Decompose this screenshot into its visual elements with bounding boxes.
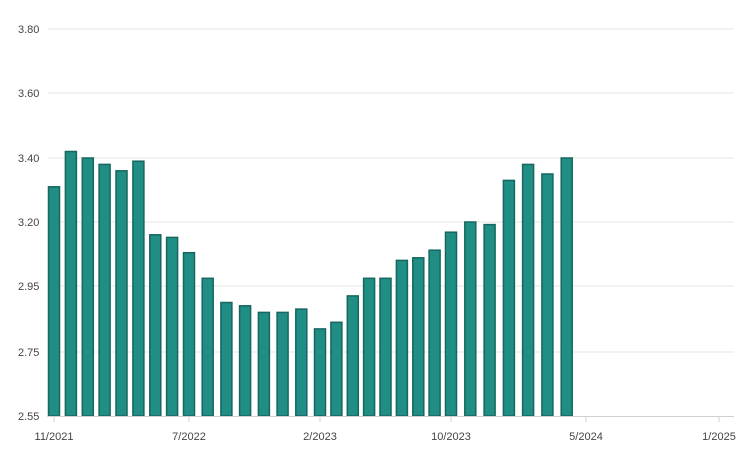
bar-11-2021[interactable] bbox=[47, 186, 61, 417]
bar-1-2022[interactable] bbox=[81, 157, 95, 417]
y-tick-label: 3.80 bbox=[18, 24, 39, 36]
bar-6-2023[interactable] bbox=[379, 277, 392, 417]
bar-8-2022[interactable] bbox=[201, 277, 214, 417]
x-tick-label: 10/2023 bbox=[431, 431, 471, 443]
bar-9-2022[interactable] bbox=[220, 301, 233, 417]
bar-1-2023[interactable] bbox=[295, 308, 308, 417]
grid-lines bbox=[48, 28, 734, 353]
bar-2-2024[interactable] bbox=[521, 163, 535, 417]
bar-11-2022[interactable] bbox=[257, 311, 271, 417]
y-tick-label: 2.55 bbox=[18, 411, 39, 423]
bars bbox=[47, 150, 573, 417]
x-tick-label: 2/2023 bbox=[303, 431, 337, 443]
bar-12-2023[interactable] bbox=[483, 223, 496, 417]
bar-1-2024[interactable] bbox=[502, 179, 516, 417]
y-tick-label: 3.20 bbox=[18, 217, 39, 229]
bar-3-2022[interactable] bbox=[115, 170, 128, 417]
bar-4-2023[interactable] bbox=[346, 295, 360, 417]
bar-10-2022[interactable] bbox=[238, 305, 252, 417]
bar-6-2022[interactable] bbox=[165, 236, 179, 417]
x-axis bbox=[48, 416, 734, 422]
bar-4-2022[interactable] bbox=[132, 160, 145, 417]
x-tick-label: 11/2021 bbox=[35, 431, 74, 443]
bar-2-2023[interactable] bbox=[313, 328, 327, 417]
bar-7-2023[interactable] bbox=[395, 259, 409, 417]
x-tick-label: 7/2022 bbox=[172, 431, 206, 443]
x-axis-tick-labels: 11/2021 7/2022 2/2023 10/2023 5/2024 1/2025 bbox=[35, 431, 736, 443]
y-axis-tick-labels: 2.55 2.75 2.95 3.20 3.40 3.60 3.80 bbox=[18, 24, 39, 423]
y-tick-label: 3.40 bbox=[18, 153, 39, 165]
x-tick-label: 5/2024 bbox=[569, 431, 603, 443]
bar-12-2022[interactable] bbox=[276, 311, 289, 417]
bar-5-2023[interactable] bbox=[362, 277, 376, 417]
bar-3-2023[interactable] bbox=[330, 321, 343, 417]
bar-7-2022[interactable] bbox=[182, 251, 196, 417]
bar-4-2024[interactable] bbox=[560, 157, 573, 417]
bar-5-2022[interactable] bbox=[149, 234, 162, 417]
bar-8-2023[interactable] bbox=[412, 257, 425, 417]
y-tick-label: 2.75 bbox=[18, 347, 39, 359]
bar-10-2023[interactable] bbox=[444, 231, 458, 417]
bar-9-2023[interactable] bbox=[428, 249, 441, 417]
bar-2-2022[interactable] bbox=[98, 163, 111, 417]
x-tick-label: 1/2025 bbox=[702, 431, 736, 443]
bar-3-2024[interactable] bbox=[541, 173, 554, 417]
bar-11-2023[interactable] bbox=[464, 221, 477, 417]
y-tick-label: 3.60 bbox=[18, 88, 39, 100]
y-tick-label: 2.95 bbox=[18, 281, 39, 293]
bar-12-2021[interactable] bbox=[64, 150, 78, 417]
